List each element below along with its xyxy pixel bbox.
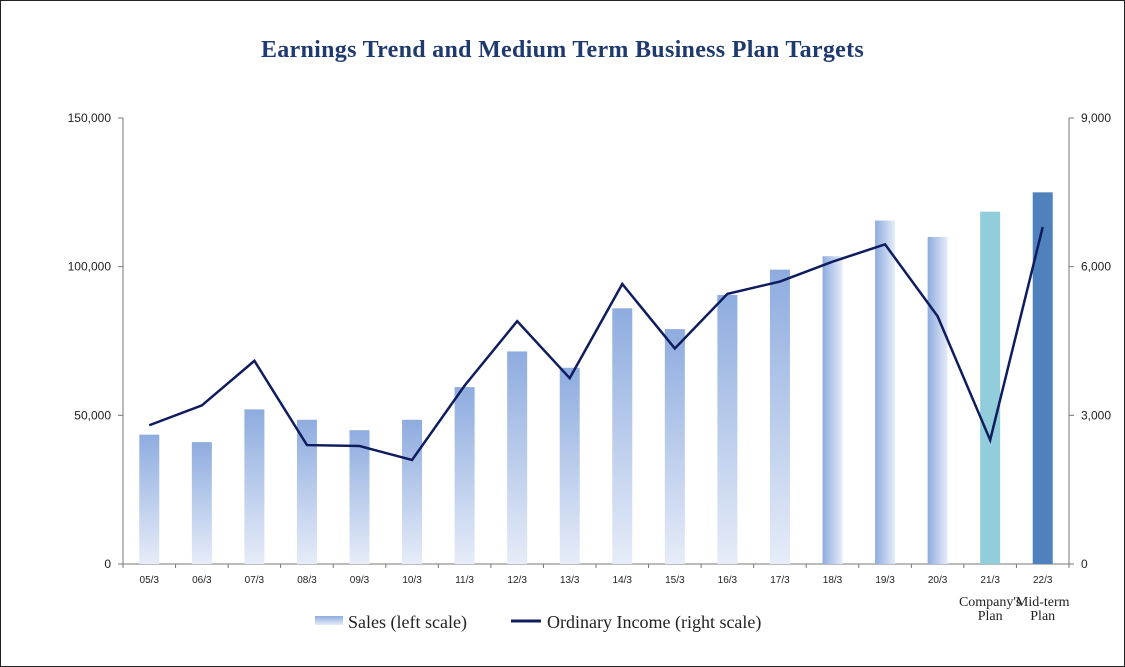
right-tick-label: 9,000 — [1081, 111, 1111, 125]
legend-sales-label: Sales (left scale) — [348, 612, 467, 633]
sales-bar — [559, 367, 580, 564]
sales-bar — [822, 256, 843, 564]
x-tick-label: 19/3 — [875, 575, 895, 586]
left-tick-label: 50,000 — [74, 408, 111, 422]
sales-bar — [769, 269, 790, 564]
x-tick-label: 07/3 — [245, 575, 265, 586]
x-tick-label: 21/3 — [980, 575, 1000, 586]
sales-bar — [454, 387, 475, 564]
legend-sales-swatch — [315, 616, 343, 625]
sales-bar — [507, 351, 528, 564]
category-note: Plan — [1030, 609, 1055, 624]
sales-bar — [402, 419, 423, 564]
x-tick-label: 15/3 — [665, 575, 685, 586]
sales-bar — [191, 442, 212, 564]
category-note: Company's — [959, 595, 1021, 610]
income-line — [148, 226, 1044, 462]
sales-bar — [664, 329, 685, 564]
x-tick-label: 20/3 — [928, 575, 948, 586]
sales-bar — [927, 236, 948, 564]
x-tick-label: 18/3 — [823, 575, 843, 586]
category-note: Plan — [978, 609, 1003, 624]
x-tick-label: 16/3 — [718, 575, 738, 586]
left-tick-label: 150,000 — [68, 111, 112, 125]
left-tick-label: 0 — [104, 557, 111, 571]
x-tick-label: 22/3 — [1033, 575, 1053, 586]
x-tick-label: 05/3 — [140, 575, 160, 586]
category-note: Mid-term — [1016, 595, 1070, 610]
legend-income-label: Ordinary Income (right scale) — [547, 612, 761, 633]
sales-bar — [296, 419, 317, 564]
sales-bar — [717, 294, 738, 564]
sales-bar — [612, 308, 633, 564]
sales-bar — [980, 211, 1001, 564]
income-series-line — [148, 226, 1044, 462]
x-tick-label: 11/3 — [455, 575, 474, 586]
left-tick-label: 100,000 — [68, 260, 112, 274]
x-tick-label: 14/3 — [613, 575, 633, 586]
sales-bar — [139, 434, 160, 564]
sales-bars — [139, 192, 1053, 565]
x-axis-labels: 05/3 06/3 07/3 08/3 09/3 10/3 11/3 12/3 13/3 14/3… — [122, 564, 1070, 624]
right-tick-label: 3,000 — [1081, 408, 1111, 422]
x-tick-label: 12/3 — [507, 575, 527, 586]
sales-bar — [1032, 192, 1053, 565]
right-tick-label: 0 — [1081, 557, 1088, 571]
x-tick-label: 08/3 — [297, 575, 317, 586]
legend: Sales (left scale) Ordinary Income (right… — [315, 612, 761, 633]
chart-title: Earnings Trend and Medium Term Business … — [260, 37, 865, 63]
sales-bar — [244, 409, 265, 564]
x-tick-label: 17/3 — [770, 575, 790, 586]
x-tick-label: 09/3 — [350, 575, 370, 586]
x-tick-label: 06/3 — [192, 575, 212, 586]
sales-bar — [875, 220, 896, 564]
x-tick-label: 10/3 — [402, 575, 422, 586]
right-tick-label: 6,000 — [1081, 260, 1111, 274]
x-tick-label: 13/3 — [560, 575, 580, 586]
sales-bar — [349, 430, 370, 564]
